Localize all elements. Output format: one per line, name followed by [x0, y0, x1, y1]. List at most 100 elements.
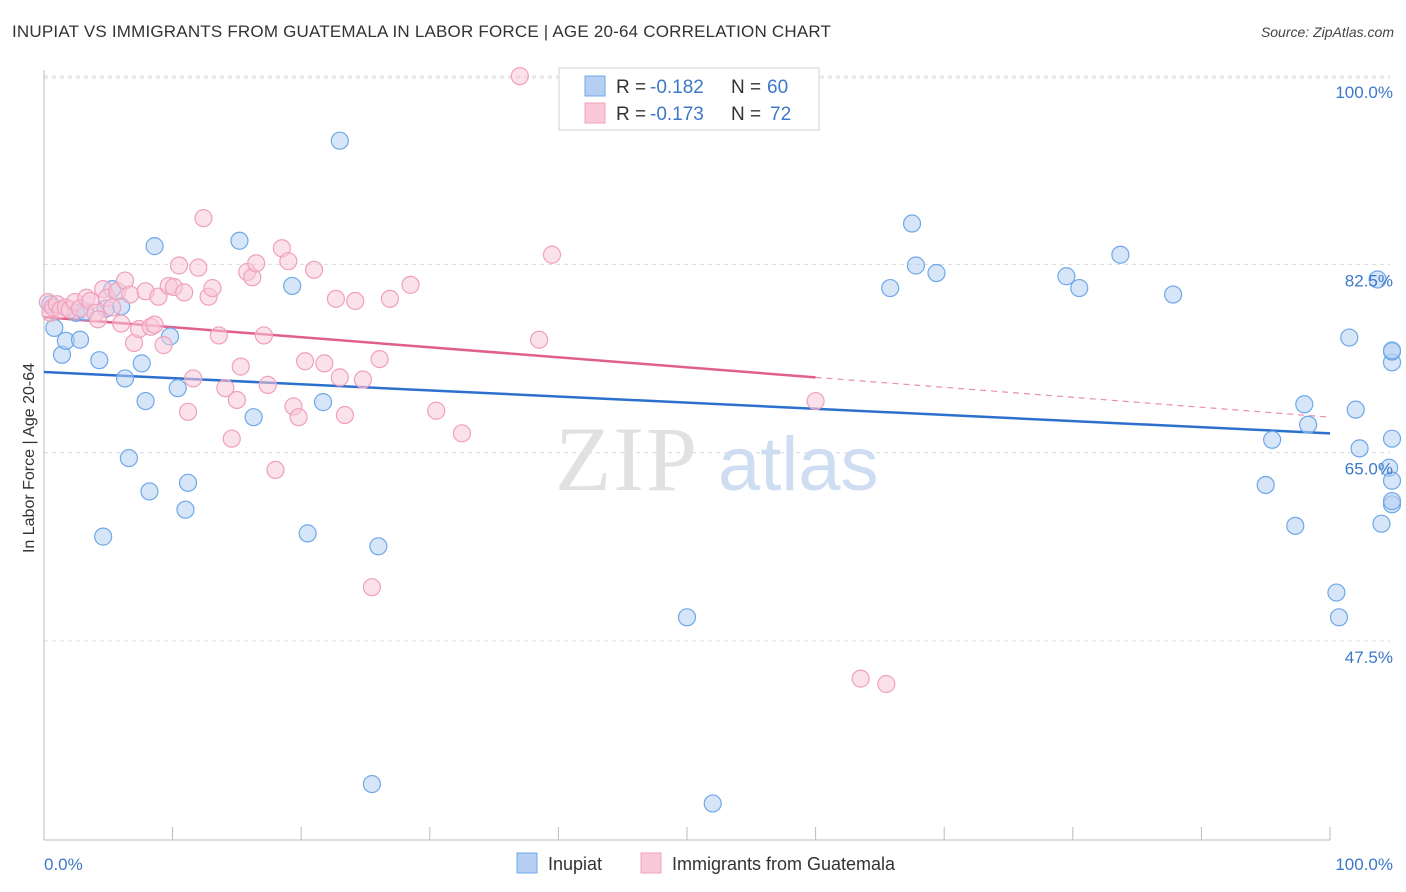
inupiat-point-40 — [1256, 475, 1275, 495]
bottom-legend-label-guatemala: Immigrants from Guatemala — [672, 854, 896, 874]
inupiat-point-34 — [906, 256, 926, 275]
inupiat-point-48 — [1346, 400, 1365, 419]
y-tick-label-2: 82.5% — [1345, 271, 1393, 290]
inupiat-point-15 — [136, 391, 155, 411]
legend-r-value-guatemala: -0.173 — [650, 104, 704, 125]
guatemala-point-40 — [227, 390, 246, 410]
x-tick-label-1: 100.0% — [1335, 855, 1393, 874]
inupiat-point-27 — [330, 131, 349, 150]
inupiat-point-23 — [244, 408, 263, 427]
guatemala-point-33 — [189, 258, 208, 277]
guatemala-point-30 — [175, 283, 194, 302]
guatemala-point-41 — [231, 357, 250, 376]
stats-legend: R = -0.182 N = 60 R = -0.173 N = 72 — [558, 67, 820, 131]
inupiat-point-33 — [902, 214, 922, 233]
guatemala-point-62 — [380, 289, 400, 308]
inupiat-point-38 — [1111, 245, 1130, 264]
inupiat-point-24 — [283, 276, 302, 296]
guatemala-point-49 — [279, 252, 298, 271]
guatemala-point-64 — [427, 401, 446, 420]
grid-lines — [44, 75, 1390, 642]
guatemala-point-71 — [877, 674, 896, 694]
trend-line-inupiat — [43, 370, 1331, 435]
inupiat-point-36 — [1057, 267, 1076, 286]
axes — [43, 70, 1331, 841]
guatemala-point-68 — [542, 245, 562, 264]
guatemala-point-56 — [330, 368, 349, 387]
guatemala-point-24 — [145, 315, 164, 334]
guatemala-point-38 — [216, 379, 235, 398]
y-tick-label-1: 65.0% — [1345, 460, 1393, 479]
inupiat-point-43 — [1295, 395, 1314, 414]
guatemala-point-37 — [209, 326, 228, 345]
legend-swatch-guatemala — [584, 102, 606, 124]
inupiat-point-7 — [90, 351, 109, 370]
legend-n-label-guatemala: N = — [731, 104, 761, 125]
guatemala-point-59 — [353, 370, 373, 389]
y-tick-label-0: 47.5% — [1345, 648, 1393, 667]
inupiat-point-49 — [1350, 439, 1369, 458]
guatemala-point-15 — [103, 298, 122, 317]
guatemala-point-34 — [194, 209, 213, 228]
guatemala-point-67 — [530, 330, 549, 349]
x-tick-labels: 0.0% 100.0% — [44, 855, 1393, 874]
inupiat-point-17 — [145, 237, 164, 256]
guatemala-point-31 — [178, 402, 198, 421]
x-tick-label-0: 0.0% — [44, 855, 83, 874]
inupiat-point-47 — [1340, 328, 1359, 347]
series-legend: Inupiat Immigrants from Guatemala — [516, 852, 896, 874]
inupiat-point-42 — [1286, 516, 1305, 535]
inupiat-point-37 — [1070, 278, 1089, 298]
source-label: Source: ZipAtlas.com — [1260, 24, 1394, 40]
inupiat-point-28 — [362, 774, 382, 794]
guatemala-point-60 — [362, 578, 382, 597]
guatemala-point-36 — [203, 278, 222, 298]
inupiat-point-50 — [1368, 270, 1387, 289]
inupiat-point-22 — [230, 231, 249, 250]
inupiat-point-54 — [1382, 471, 1402, 490]
inupiat-point-57 — [1382, 492, 1402, 511]
inupiat-point-20 — [176, 500, 195, 519]
series-guatemala — [38, 67, 896, 694]
bottom-legend-swatch-guatemala — [640, 852, 662, 874]
guatemala-point-12 — [88, 310, 108, 329]
inupiat-point-29 — [369, 537, 388, 556]
inupiat-point-30 — [677, 608, 697, 627]
inupiat-point-25 — [298, 524, 317, 543]
guatemala-point-51 — [289, 408, 308, 427]
guatemala-point-39 — [222, 429, 241, 448]
bottom-legend-swatch-inupiat — [516, 852, 538, 874]
inupiat-point-12 — [115, 369, 135, 388]
bottom-legend-label-inupiat: Inupiat — [548, 854, 602, 874]
legend-swatch-inupiat — [584, 75, 606, 97]
watermark: ZIP atlas — [555, 408, 879, 510]
guatemala-point-63 — [401, 275, 420, 294]
inupiat-point-19 — [168, 379, 187, 398]
watermark-atlas: atlas — [718, 422, 879, 507]
guatemala-point-65 — [452, 424, 472, 443]
legend-r-label-guatemala: R = — [616, 104, 646, 125]
guatemala-point-53 — [304, 260, 324, 279]
guatemala-point-26 — [154, 336, 173, 355]
guatemala-point-66 — [510, 67, 529, 86]
inupiat-point-44 — [1299, 415, 1318, 434]
inupiat-point-46 — [1329, 608, 1349, 627]
y-tick-labels: 47.5% 65.0% 82.5% 100.0% — [1335, 83, 1393, 667]
guatemala-point-47 — [266, 460, 285, 480]
chart-title: INUPIAT VS IMMIGRANTS FROM GUATEMALA IN … — [12, 22, 832, 41]
trend-line-guatemala — [43, 315, 816, 379]
guatemala-point-70 — [851, 669, 870, 688]
guatemala-point-45 — [254, 326, 274, 345]
inupiat-point-35 — [927, 263, 946, 283]
series-inupiat — [41, 131, 1402, 813]
y-tick-label-3: 100.0% — [1335, 83, 1393, 102]
inupiat-point-14 — [132, 354, 151, 373]
legend-n-value-guatemala: 72 — [770, 104, 791, 125]
inupiat-point-13 — [119, 448, 138, 468]
guatemala-point-17 — [112, 314, 131, 333]
inupiat-point-5 — [70, 330, 90, 349]
inupiat-point-39 — [1164, 285, 1183, 304]
trend-line-guatemala-extension — [815, 376, 1331, 418]
guatemala-point-58 — [346, 291, 365, 311]
